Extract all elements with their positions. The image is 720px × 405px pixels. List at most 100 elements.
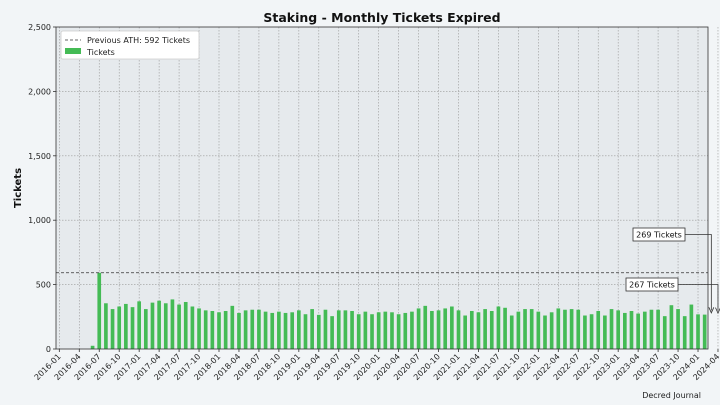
- y-tick-label: 2,500: [28, 23, 51, 32]
- bar: [310, 309, 314, 349]
- y-tick-label: 500: [36, 281, 51, 290]
- bar: [456, 310, 461, 349]
- annotation-arrow: [685, 234, 712, 311]
- bar: [576, 309, 581, 349]
- bar: [529, 309, 534, 349]
- annotation-label: 267 Tickets: [629, 281, 675, 290]
- bar: [290, 312, 295, 349]
- bar: [649, 309, 654, 349]
- bar: [523, 309, 527, 349]
- bar: [503, 307, 507, 349]
- bar: [483, 309, 487, 349]
- annotation-label: 269 Tickets: [636, 231, 682, 240]
- bar: [376, 312, 381, 349]
- x-axis-ticks: 2016-012016-042016-072016-102017-012017-…: [33, 349, 720, 382]
- bar: [203, 310, 208, 349]
- bar: [343, 310, 348, 349]
- bar: [370, 314, 374, 349]
- bar: [257, 309, 261, 349]
- bar: [163, 303, 168, 349]
- bar: [170, 299, 175, 349]
- bar: [283, 312, 288, 349]
- bar: [390, 312, 394, 349]
- bar: [410, 311, 414, 349]
- y-tick-label: 1,500: [28, 152, 51, 161]
- bar: [696, 314, 700, 349]
- bar: [230, 305, 235, 349]
- bar: [603, 315, 607, 349]
- bar: [323, 309, 328, 349]
- bar: [350, 311, 354, 349]
- bar: [489, 311, 494, 349]
- bar: [110, 309, 115, 349]
- plot-border: [55, 26, 709, 350]
- bar: [403, 312, 408, 349]
- annotation-arrow: [678, 284, 719, 311]
- bar: [137, 301, 141, 349]
- bar: [563, 309, 567, 349]
- bar: [263, 311, 268, 349]
- bar: [124, 303, 128, 349]
- bar: [297, 310, 301, 349]
- bar: [642, 311, 647, 349]
- y-axis-label: Tickets: [13, 168, 24, 208]
- bar: [682, 316, 687, 349]
- bar: [117, 306, 122, 349]
- bar: [636, 313, 640, 349]
- legend-ref-label: Previous ATH: 592 Tickets: [87, 36, 190, 45]
- bar: [623, 312, 627, 349]
- bar: [543, 315, 547, 349]
- bar: [430, 311, 434, 349]
- legend-tickets-swatch: [65, 48, 81, 54]
- bar: [383, 311, 388, 349]
- bar: [662, 316, 667, 349]
- legend-box: [60, 30, 200, 60]
- bar: [197, 308, 201, 349]
- bar: [656, 309, 660, 349]
- bar: [556, 308, 561, 349]
- y-tick-label: 1,000: [28, 216, 51, 225]
- plot-area: [56, 27, 708, 349]
- bar: [90, 345, 95, 349]
- bar: [549, 312, 554, 349]
- bar: [104, 303, 108, 349]
- bar: [436, 310, 441, 349]
- bar: [676, 309, 680, 349]
- bar: [250, 309, 255, 349]
- y-tick-label: 0: [46, 345, 51, 354]
- bar: [516, 311, 521, 349]
- bar: [496, 306, 501, 349]
- bar: [157, 300, 161, 349]
- bar: [316, 314, 321, 349]
- bar: [536, 311, 541, 349]
- bar: [469, 311, 474, 349]
- bar: [463, 315, 467, 349]
- bar: [177, 304, 181, 349]
- bar: [336, 310, 341, 349]
- bar: [150, 302, 155, 349]
- bar: [210, 311, 215, 349]
- bar: [190, 306, 195, 349]
- chart-title: Staking - Monthly Tickets Expired: [263, 10, 500, 25]
- y-axis-ticks: 0 500 1,000 1,500 2,000 2,500: [28, 23, 56, 354]
- bar: [130, 307, 135, 349]
- bar: [217, 312, 221, 349]
- bar: [277, 311, 281, 349]
- bar: [443, 308, 448, 349]
- bar: [616, 310, 621, 349]
- legend-tickets-label: Tickets: [86, 48, 115, 57]
- bar: [97, 272, 102, 349]
- bar: [423, 305, 428, 349]
- annotation-arrowhead: [708, 307, 715, 314]
- bar: [396, 314, 401, 349]
- bar: [183, 301, 188, 349]
- bar: [363, 311, 368, 349]
- bar: [450, 306, 454, 349]
- bar: [669, 305, 674, 349]
- bar: [476, 312, 481, 349]
- bar: [330, 316, 334, 349]
- bar: [237, 312, 241, 349]
- bar: [416, 308, 421, 349]
- bar: [509, 315, 514, 349]
- bar: [629, 311, 634, 349]
